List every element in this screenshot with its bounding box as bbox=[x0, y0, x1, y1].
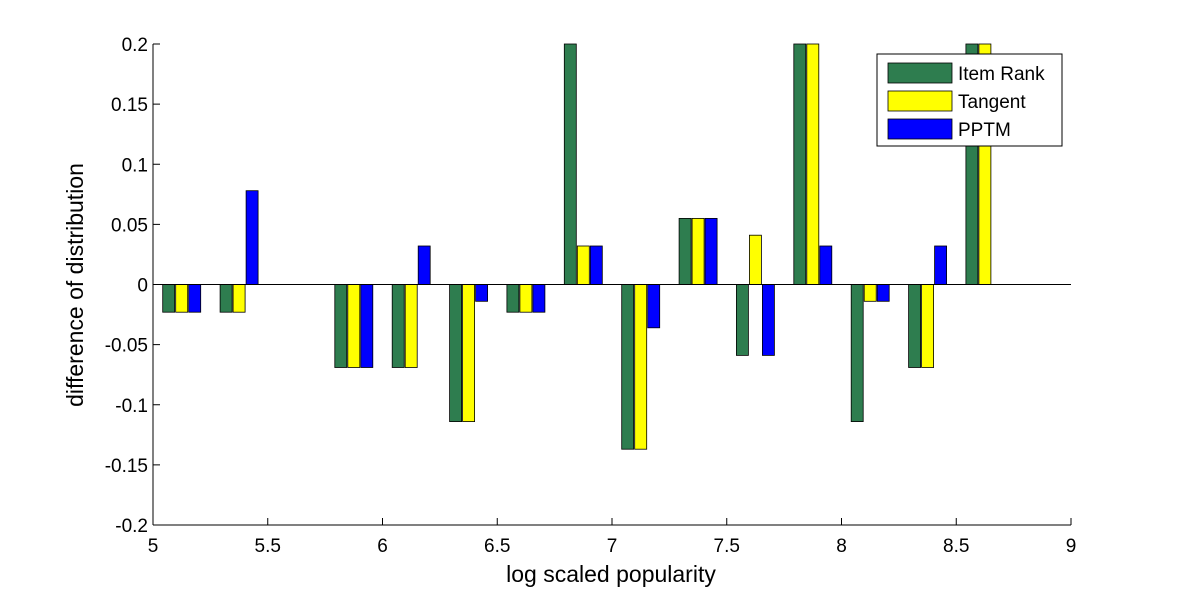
bar-tangent bbox=[404, 284, 418, 368]
bar-item-rank bbox=[793, 43, 807, 285]
legend-swatch bbox=[887, 118, 953, 140]
bar-pptm bbox=[819, 245, 833, 285]
y-tick-label: 0.05 bbox=[111, 215, 148, 236]
axes-layer: -0.2 -0.15 -0.1 -0.05 0 0.05 0.1 0.15 0.2 5 5.5 6 6.… bbox=[105, 35, 1077, 557]
y-tick-label: 0.15 bbox=[111, 95, 148, 116]
bar-item-rank bbox=[334, 284, 348, 368]
y-axis-label: difference of distribution bbox=[62, 163, 88, 407]
y-tick-label: -0.1 bbox=[115, 396, 148, 417]
bars-layer bbox=[162, 43, 992, 450]
bar-item-rank bbox=[736, 284, 749, 356]
x-axis-label: log scaled popularity bbox=[506, 561, 716, 587]
x-tick-label: 7 bbox=[607, 536, 618, 557]
bar-pptm bbox=[532, 284, 546, 313]
legend-swatch bbox=[887, 62, 953, 84]
y-tick-label: -0.05 bbox=[105, 336, 148, 357]
x-tick-label: 6.5 bbox=[484, 536, 510, 557]
bar-item-rank bbox=[162, 284, 176, 313]
legend-label: Item Rank bbox=[958, 64, 1045, 85]
bar-item-rank bbox=[563, 43, 577, 285]
x-tick-label: 6 bbox=[377, 536, 388, 557]
bar-pptm bbox=[647, 284, 661, 329]
bar-pptm bbox=[762, 284, 775, 356]
y-tick-label: -0.2 bbox=[115, 516, 148, 537]
legend-label: Tangent bbox=[958, 92, 1026, 113]
bar-tangent bbox=[806, 43, 820, 285]
y-tick-label: 0.1 bbox=[122, 155, 148, 176]
bar-item-rank bbox=[506, 284, 520, 313]
x-tick-label: 8.5 bbox=[943, 536, 969, 557]
legend-swatch bbox=[887, 90, 953, 112]
y-tick-label: 0 bbox=[137, 276, 148, 297]
bar-tangent bbox=[634, 284, 648, 450]
bar-item-rank bbox=[908, 284, 921, 368]
legend-label: PPTM bbox=[958, 120, 1011, 141]
x-tick-label: 5 bbox=[148, 536, 159, 557]
bar-pptm bbox=[475, 284, 489, 302]
bar-tangent bbox=[519, 284, 533, 313]
bar-tangent bbox=[175, 284, 189, 313]
bar-tangent bbox=[863, 284, 877, 302]
bar-item-rank bbox=[621, 284, 635, 450]
bar-item-rank bbox=[391, 284, 405, 368]
bar-pptm bbox=[188, 284, 202, 313]
bar-pptm bbox=[589, 245, 603, 285]
bar-tangent bbox=[232, 284, 246, 313]
y-tick-label: -0.15 bbox=[105, 456, 148, 477]
bar-tangent bbox=[921, 284, 934, 368]
bar-item-rank bbox=[449, 284, 463, 423]
y-tick-label: 0.2 bbox=[122, 35, 148, 56]
bar-pptm bbox=[360, 284, 374, 368]
bar-item-rank bbox=[678, 217, 692, 285]
bar-pptm bbox=[245, 190, 259, 285]
bar-tangent bbox=[462, 284, 476, 423]
bar-tangent bbox=[691, 217, 705, 285]
bar-item-rank bbox=[850, 284, 864, 423]
bar-pptm bbox=[704, 217, 718, 285]
bar-tangent bbox=[347, 284, 361, 368]
bar-item-rank bbox=[219, 284, 233, 313]
x-tick-label: 8 bbox=[836, 536, 847, 557]
x-tick-label: 9 bbox=[1066, 536, 1077, 557]
bar-pptm bbox=[417, 245, 431, 285]
x-tick-label: 5.5 bbox=[255, 536, 281, 557]
legend: Item Rank Tangent PPTM bbox=[876, 53, 1063, 147]
bar-tangent bbox=[749, 234, 762, 285]
bar-pptm bbox=[934, 245, 947, 285]
x-tick-label: 7.5 bbox=[714, 536, 740, 557]
bar-pptm bbox=[876, 284, 890, 302]
bar-tangent bbox=[576, 245, 590, 285]
